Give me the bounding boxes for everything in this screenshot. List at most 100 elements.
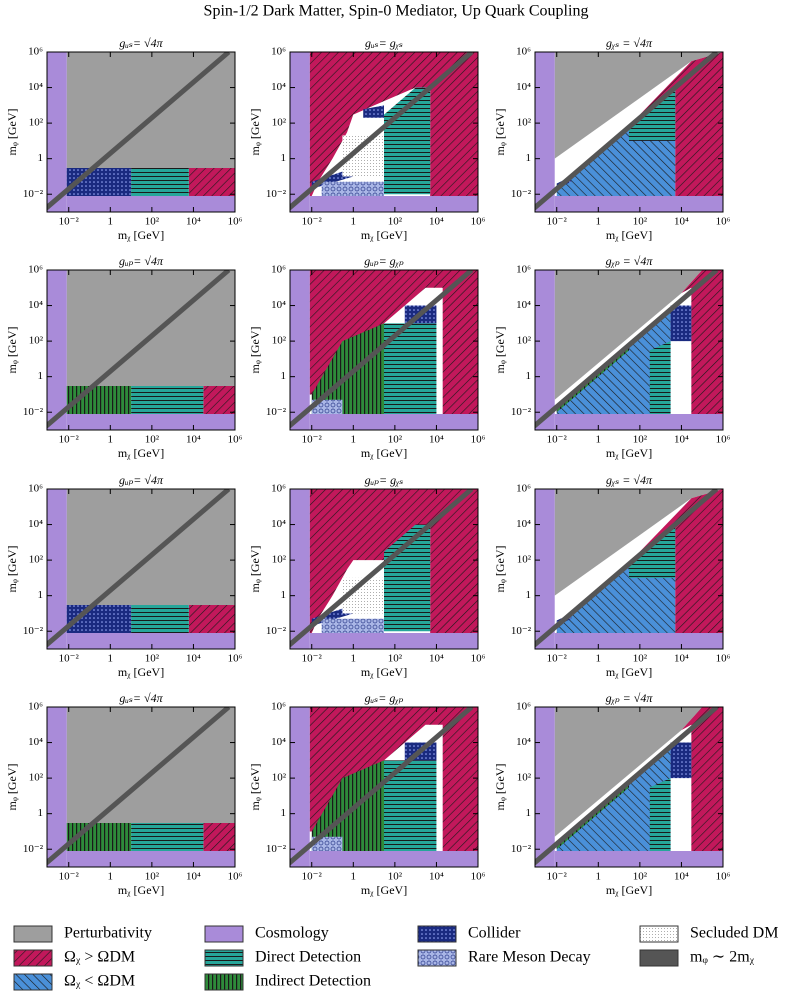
legend-label: Perturbativity <box>64 925 152 942</box>
axes-frame <box>46 706 236 868</box>
x-tick-label: 10⁶ <box>471 871 486 883</box>
x-axis-label: mᵪ [GeV] <box>361 883 407 897</box>
y-tick-label: 10⁻² <box>266 625 287 637</box>
region <box>554 850 723 867</box>
x-tick-label: 10⁶ <box>716 871 731 883</box>
x-tick-label: 1 <box>596 434 602 446</box>
x-tick-label: 10⁴ <box>674 871 689 883</box>
region <box>649 778 671 851</box>
y-tick-label: 10² <box>29 554 44 566</box>
x-tick-label: 10⁴ <box>186 871 201 883</box>
region <box>554 489 723 596</box>
x-tick-label: 1 <box>351 216 357 228</box>
x-tick-label: 10⁻² <box>59 434 80 446</box>
x-tick-label: 10⁴ <box>429 871 444 883</box>
region <box>290 270 310 430</box>
x-tick-label: 10⁶ <box>228 653 243 665</box>
y-tick-label: 10² <box>29 335 44 347</box>
legend-swatch <box>204 949 244 967</box>
panel-title: gᵪₚ = √4π <box>606 691 654 705</box>
y-axis-label: mᵩ [GeV] <box>5 326 19 373</box>
y-tick-label: 10⁻² <box>23 406 44 418</box>
axes-frame <box>46 269 236 431</box>
x-tick-label: 1 <box>108 653 114 665</box>
legend-label: Secluded DM <box>690 925 778 942</box>
legend-swatch <box>13 973 53 991</box>
y-tick-label: 10² <box>29 772 44 784</box>
panel-plot <box>535 270 723 430</box>
x-tick-label: 10² <box>145 653 160 665</box>
x-tick-label: 10⁶ <box>228 216 243 228</box>
y-tick-label: 10² <box>517 772 532 784</box>
region <box>554 52 723 159</box>
region <box>535 270 555 430</box>
y-axis-label: mᵩ [GeV] <box>248 108 262 155</box>
y-tick-label: 10⁻² <box>511 625 532 637</box>
region <box>681 707 723 851</box>
region <box>321 618 384 633</box>
legend-swatch <box>417 925 457 943</box>
panel-plot <box>290 489 478 649</box>
axes-frame <box>289 706 479 868</box>
y-tick-label: 10⁶ <box>516 46 531 58</box>
y-tick-label: 10² <box>29 117 44 129</box>
region <box>290 52 310 212</box>
y-tick-label: 10⁶ <box>28 264 43 276</box>
y-tick-label: 10⁶ <box>271 701 286 713</box>
legend-label: Ωᵪ < ΩDM <box>64 973 135 990</box>
legend-swatch <box>639 925 679 943</box>
region <box>188 167 235 196</box>
diagonal-line <box>535 489 719 648</box>
axes-frame <box>289 51 479 213</box>
y-axis-label: mᵩ [GeV] <box>248 326 262 373</box>
x-tick-label: 10⁶ <box>228 871 243 883</box>
panel-plot <box>290 270 478 430</box>
x-tick-label: 10⁴ <box>674 653 689 665</box>
y-axis-label: mᵩ [GeV] <box>248 545 262 592</box>
y-axis-label: mᵩ [GeV] <box>493 545 507 592</box>
region <box>131 167 189 196</box>
panel-title: gᵤₛ= √4π <box>119 36 163 50</box>
x-tick-label: 10⁶ <box>471 216 486 228</box>
region <box>639 52 723 196</box>
x-axis-label: mᵪ [GeV] <box>361 228 407 242</box>
x-tick-label: 10⁶ <box>716 653 731 665</box>
x-tick-label: 10⁻² <box>302 434 323 446</box>
region <box>309 850 478 867</box>
y-tick-label: 1 <box>526 589 532 601</box>
legend-label: Ωᵪ > ΩDM <box>64 949 135 966</box>
y-tick-label: 1 <box>281 370 287 382</box>
y-axis-label: mᵩ [GeV] <box>5 763 19 810</box>
panel-plot <box>535 52 723 212</box>
region <box>629 524 676 578</box>
y-tick-label: 1 <box>526 807 532 819</box>
x-tick-label: 10⁴ <box>186 653 201 665</box>
x-tick-label: 10⁶ <box>471 653 486 665</box>
y-tick-label: 10⁴ <box>516 518 531 530</box>
x-tick-label: 10⁶ <box>716 434 731 446</box>
x-tick-label: 10⁴ <box>429 653 444 665</box>
y-tick-label: 10⁴ <box>516 736 531 748</box>
x-tick-label: 1 <box>108 434 114 446</box>
axes-frame <box>46 51 236 213</box>
y-tick-label: 10² <box>272 117 287 129</box>
y-axis-label: mᵩ [GeV] <box>493 108 507 155</box>
y-tick-label: 10⁻² <box>266 406 287 418</box>
region <box>554 270 703 400</box>
legend-label: Indirect Detection <box>255 973 371 990</box>
x-tick-label: 10⁶ <box>228 434 243 446</box>
legend-label: Rare Meson Decay <box>468 949 591 966</box>
y-tick-label: 10² <box>272 335 287 347</box>
diagonal-line <box>290 489 474 648</box>
panel-title: gᵤₚ= √4π <box>119 254 164 268</box>
x-tick-label: 10² <box>145 871 160 883</box>
y-tick-label: 10⁴ <box>28 518 43 530</box>
panel-plot <box>535 489 723 649</box>
y-tick-label: 10⁴ <box>271 81 286 93</box>
diagonal-line <box>535 270 719 429</box>
y-tick-label: 10⁶ <box>516 483 531 495</box>
diagonal-line <box>47 270 231 429</box>
x-tick-label: 10⁶ <box>471 434 486 446</box>
panel-title: gᵪₛ = √4π <box>606 473 653 487</box>
diagonal-line <box>290 707 474 866</box>
